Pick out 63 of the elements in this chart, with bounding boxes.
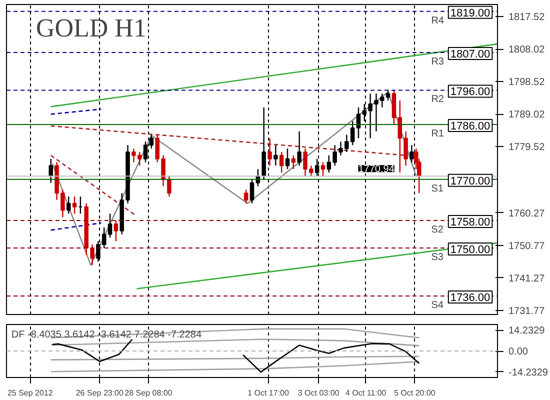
candlestick [268, 138, 272, 166]
candlestick [338, 141, 343, 156]
annotation: 1786.00 [450, 120, 490, 133]
x-tick-label: 28 Sep 08:00 [124, 388, 173, 398]
y-tick-label: -14.2329 [508, 367, 548, 378]
candlestick [297, 130, 302, 166]
candlestick [285, 148, 290, 170]
ref-line-label: R4 [431, 15, 444, 26]
line-series [50, 338, 420, 346]
ref-line-label: R1 [431, 128, 444, 140]
candlestick [303, 148, 308, 177]
candlestick [291, 154, 296, 170]
candlestick [320, 162, 326, 177]
chart-title: DF -8.4035 3.6142 -3.6142 7.2284 -7.2284 [11, 330, 202, 340]
y-tick-label: 1798.52 [508, 77, 546, 88]
ref-line-label: S2 [431, 224, 444, 236]
y-tick-label: 1779.52 [508, 142, 546, 154]
chart-title: GOLD H1 [36, 14, 146, 42]
x-tick-label: 5 Oct 20:00 [394, 388, 436, 398]
candlestick [244, 189, 248, 204]
annotation: 1770.00 [450, 175, 490, 188]
candlestick [314, 158, 320, 177]
candlestick [72, 196, 77, 214]
x-tick-label: 26 Sep 23:00 [76, 388, 124, 398]
x-tick-label: 1 Oct 17:00 [248, 388, 290, 398]
annotation: 1807.00 [450, 48, 490, 61]
y-tick-label: 1817.52 [508, 12, 546, 23]
x-tick-label: 25 Sep 2012 [7, 388, 54, 398]
candlestick [167, 175, 172, 198]
candlestick [114, 220, 118, 242]
line-series [50, 360, 420, 372]
candlestick [149, 134, 154, 150]
candlestick [143, 141, 148, 163]
ref-line-label: S4 [431, 300, 444, 311]
candlestick [279, 151, 284, 174]
y-tick-label: 1808.02 [508, 44, 546, 56]
candlestick [108, 213, 112, 238]
candlestick [66, 196, 71, 214]
y-tick-label: 1789.02 [508, 110, 546, 121]
y-tick-label: 14.2329 [508, 326, 546, 337]
y-tick-label: 1750.77 [508, 240, 546, 252]
candlestick [356, 106, 361, 139]
ref-line-label: S1 [431, 183, 444, 194]
annotation: 1750.00 [450, 244, 490, 256]
candlestick [48, 158, 53, 184]
annotation: 1736.00 [450, 292, 490, 304]
annotation: 1758.00 [450, 216, 490, 229]
candlestick [374, 93, 378, 132]
y-tick-label: 0.00 [508, 346, 528, 358]
candlestick [274, 144, 278, 166]
annotation: 1819.00 [450, 7, 490, 20]
y-tick-label: 1731.77 [508, 306, 546, 317]
y-tick-label: 1760.27 [508, 208, 546, 220]
x-tick-label: 4 Oct 11:00 [345, 388, 387, 398]
candlestick [250, 178, 254, 204]
ref-line-label: S3 [431, 252, 444, 263]
x-tick-label: 3 Oct 03:00 [298, 388, 340, 398]
candlestick [309, 165, 314, 177]
y-tick-label: 1741.27 [508, 273, 546, 284]
annotation: 1796.00 [450, 86, 490, 98]
ref-line-label: R2 [431, 94, 444, 106]
ref-line-label: R3 [431, 56, 444, 68]
candlestick [90, 244, 94, 266]
